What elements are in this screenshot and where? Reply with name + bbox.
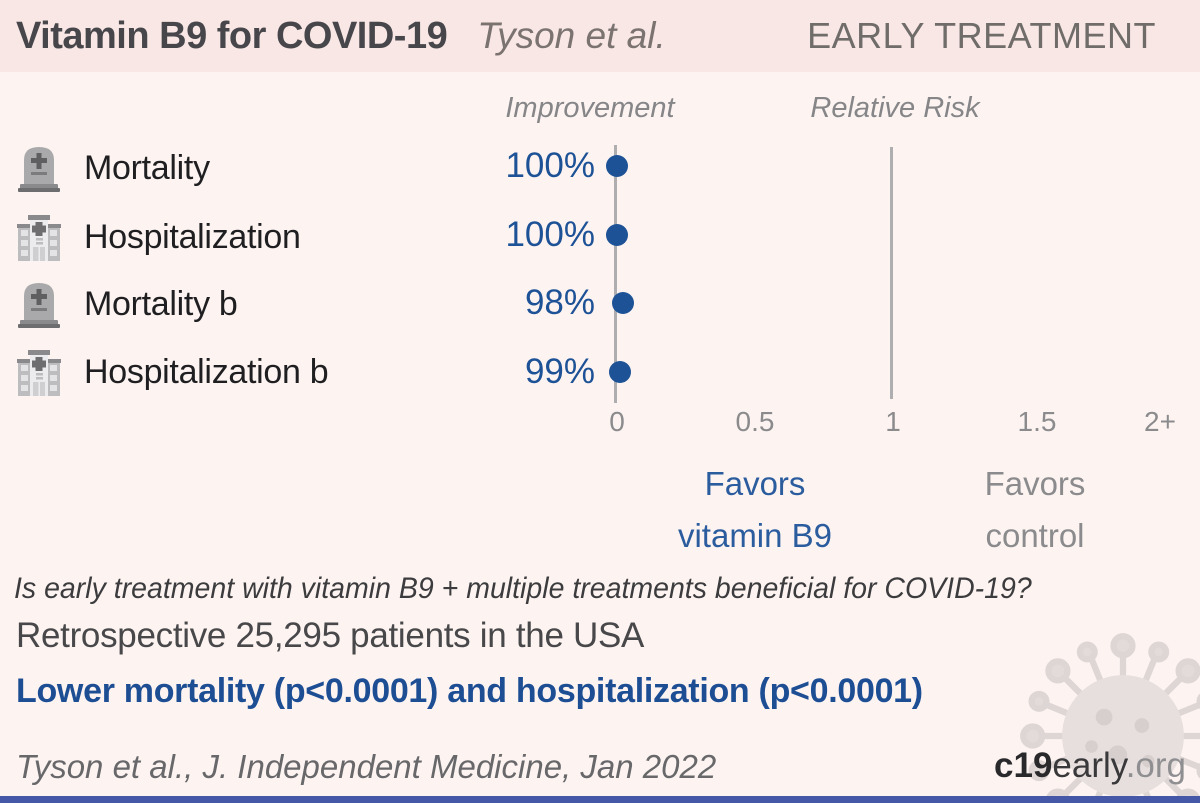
coronavirus-watermark-icon: [1020, 633, 1200, 803]
data-point: [606, 155, 628, 177]
outcome-row: Hospitalization: [16, 204, 301, 270]
improvement-value: 100%: [505, 215, 595, 254]
x-tick-label: 1: [885, 406, 901, 437]
x-tick-label: 0: [609, 406, 625, 437]
improvement-value: 98%: [524, 283, 595, 322]
favors-right-line1: Favors: [984, 465, 1086, 502]
axis-line-zero: [614, 145, 617, 403]
data-point: [611, 292, 634, 314]
study-cohort: Retrospective 25,295 patients in the USA: [16, 616, 645, 655]
x-tick-label: 1.5: [1017, 406, 1057, 437]
data-point: [608, 361, 631, 383]
x-tick-label: 0.5: [735, 406, 775, 437]
column-header-improvement: Improvement: [505, 92, 675, 124]
logo-suffix: .org: [1125, 746, 1186, 785]
favors-left-line1: Favors: [704, 465, 806, 502]
study-question: Is early treatment with vitamin B9 + mul…: [14, 572, 1032, 605]
hospital-icon: [17, 215, 61, 261]
outcome-label: Hospitalization b: [84, 352, 329, 391]
outcome-label: Mortality: [84, 148, 210, 187]
header-bar: Vitamin B9 for COVID-19 Tyson et al. EAR…: [0, 0, 1200, 72]
hospital-icon: [17, 350, 61, 396]
study-author: Tyson et al.: [477, 15, 666, 56]
favors-treatment-label: Favors vitamin B9: [605, 458, 905, 562]
outcome-label: Hospitalization: [84, 217, 301, 256]
study-citation: Tyson et al., J. Independent Medicine, J…: [16, 748, 717, 785]
column-header-relative-risk: Relative Risk: [810, 92, 980, 124]
favors-control-label: Favors control: [885, 458, 1185, 562]
outcome-label: Mortality b: [84, 284, 238, 323]
logo-mid: early: [1052, 746, 1126, 785]
outcome-row: Mortality b: [16, 271, 238, 337]
data-point: [606, 224, 628, 246]
favors-right-line2: control: [985, 517, 1085, 554]
tombstone-icon: [18, 283, 60, 328]
reference-line-rr1: [890, 147, 893, 399]
outcome-row: Mortality: [16, 135, 210, 201]
favors-left-line2: vitamin B9: [677, 517, 833, 554]
treatment-stage-label: EARLY TREATMENT: [807, 15, 1156, 56]
x-tick-label: 2+: [1144, 406, 1176, 437]
logo-prefix: c19: [994, 746, 1053, 785]
improvement-value: 100%: [505, 146, 595, 185]
tombstone-icon: [18, 147, 60, 192]
bottom-accent-bar: [0, 796, 1200, 803]
outcome-row: Hospitalization b: [16, 339, 329, 405]
page-title: Vitamin B9 for COVID-19: [16, 14, 448, 57]
improvement-value: 99%: [524, 352, 595, 391]
site-logo: c19early.org: [994, 746, 1186, 786]
study-finding: Lower mortality (p<0.0001) and hospitali…: [16, 672, 923, 710]
